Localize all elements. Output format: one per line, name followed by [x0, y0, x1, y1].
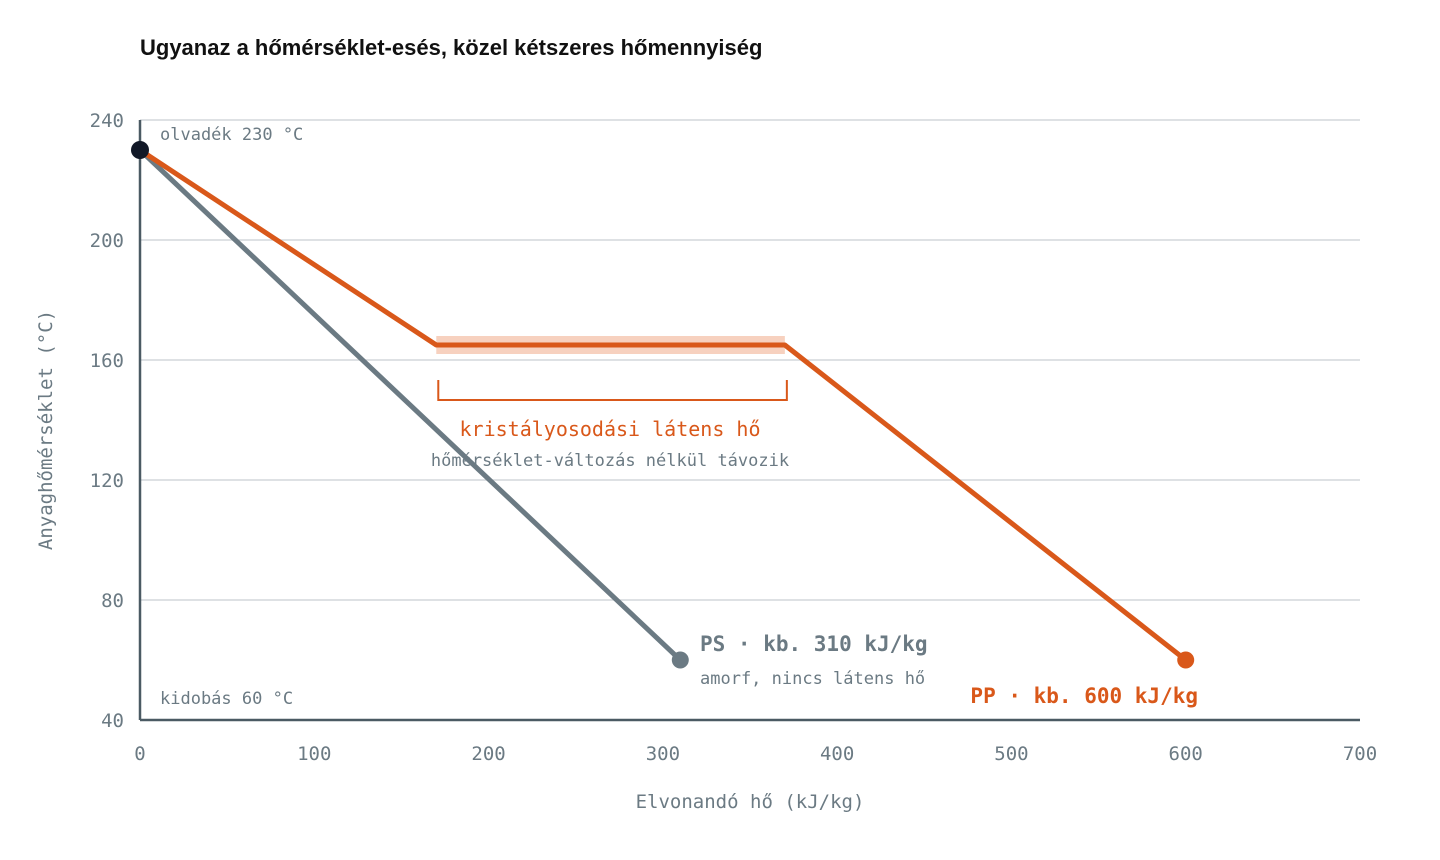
x-tick-label-600: 600: [1169, 743, 1203, 765]
y-tick-label-240: 240: [90, 110, 124, 132]
y-tick-label-120: 120: [90, 470, 124, 492]
x-tick-label-400: 400: [820, 743, 854, 765]
x-tick-label-500: 500: [994, 743, 1028, 765]
grid-lines: [140, 119, 1360, 601]
x-tick-label-700: 700: [1343, 743, 1377, 765]
start-point: [131, 141, 149, 159]
pp-endpoint-label: PP · kb. 600 kJ/kg: [970, 684, 1198, 708]
ps-endpoint: [671, 651, 689, 669]
x-axis-label: Elvonandó hő (kJ/kg): [636, 791, 865, 813]
x-tick-label-300: 300: [646, 743, 680, 765]
pp-line: [137, 147, 1189, 663]
y-tick-label-200: 200: [90, 230, 124, 252]
pp-endpoint: [1177, 651, 1195, 669]
ps-line: [137, 147, 683, 663]
series-group: [131, 141, 1195, 669]
melt-annotation: olvadék 230 °C: [160, 125, 303, 145]
latent-heat-subtitle: hőmérséklet-változás nélkül távozik: [431, 451, 789, 471]
ps-endpoint-label: PS · kb. 310 kJ/kg: [700, 632, 928, 656]
y-tick-label-160: 160: [90, 350, 124, 372]
latent-heat-title: kristályosodási látens hő: [459, 417, 760, 441]
chart-title: Ugyanaz a hőmérséklet-esés, közel kétsze…: [140, 35, 762, 60]
y-tick-label-80: 80: [101, 590, 124, 612]
tick-labels: 40 80 120 160 200 240 0 100 200 300 400 500 600 700: [90, 110, 1377, 765]
x-tick-label-100: 100: [297, 743, 331, 765]
annotation-group: olvadék 230 °C kidobás 60 °C kristályoso…: [160, 125, 1198, 709]
latent-heat-bracket: [437, 380, 788, 401]
y-tick-label-40: 40: [101, 710, 124, 732]
x-tick-label-200: 200: [471, 743, 505, 765]
x-tick-label-0: 0: [134, 743, 145, 765]
ps-endpoint-sublabel: amorf, nincs látens hő: [700, 669, 925, 689]
axes: [138, 120, 1360, 722]
y-axis-label: Anyaghőmérséklet (°C): [35, 310, 57, 550]
eject-annotation: kidobás 60 °C: [160, 689, 293, 709]
